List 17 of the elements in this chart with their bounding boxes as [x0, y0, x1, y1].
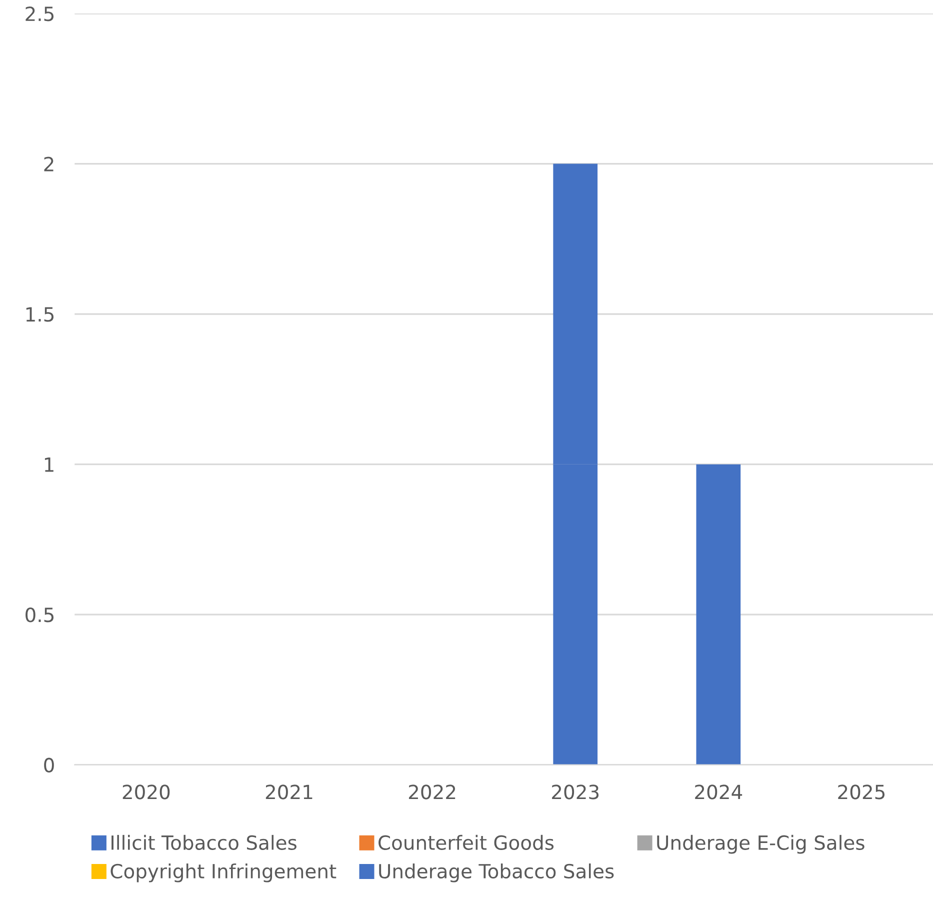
y-tick-label: 2.5 — [26, 6, 54, 22]
x-tick-label: 2021 — [266, 784, 312, 800]
x-tick-label: 2024 — [695, 784, 742, 800]
y-tick-label: 0 — [44, 758, 54, 773]
x-tick-label: 2020 — [122, 784, 170, 800]
y-tick-label: 1 — [44, 458, 54, 472]
legend-label: Underage E-Cig Sales — [657, 834, 864, 854]
legend-label: Illicit Tobacco Sales — [112, 834, 296, 850]
legend-label: Copyright Infringement — [110, 863, 336, 882]
y-tick-label: 1.5 — [26, 307, 54, 322]
legend-label: Underage Tobacco Sales — [379, 863, 614, 882]
x-tick-label: 2025 — [838, 784, 885, 800]
y-tick-label: 2 — [44, 156, 54, 172]
x-tick-label: 2022 — [408, 784, 456, 800]
legend-label: Counterfeit Goods — [378, 834, 554, 850]
y-tick-label: 0.5 — [26, 608, 54, 622]
x-tick-label: 2023 — [552, 784, 599, 800]
